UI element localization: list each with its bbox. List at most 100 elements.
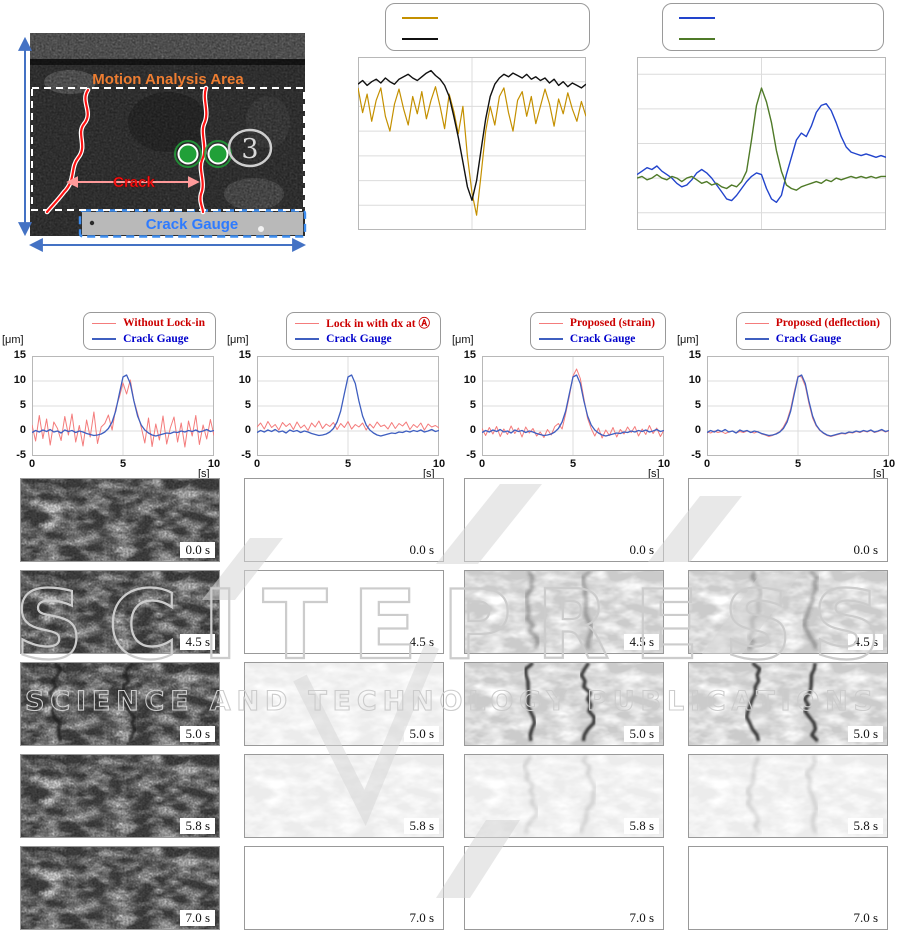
time-label: 0.0 s <box>624 542 659 558</box>
motion-analysis-area-outline <box>31 87 305 211</box>
legend-label: Crack Gauge <box>569 333 636 345</box>
time-label: 5.0 s <box>624 726 659 742</box>
x-axis-unit: [s] <box>198 468 210 480</box>
x-axis-unit: [s] <box>648 468 660 480</box>
time-label: 7.0 s <box>404 910 439 926</box>
time-label: 0.0 s <box>848 542 883 558</box>
x-axis-ticks: 0 5 10 <box>29 458 220 472</box>
y-tick-label: 15 <box>688 349 701 361</box>
y-tick-label: 5 <box>19 399 26 411</box>
legend-line-swatch <box>295 338 320 340</box>
legend-line-swatch <box>744 338 769 340</box>
time-label: 5.0 s <box>404 726 439 742</box>
x-axis-unit: [s] <box>423 468 435 480</box>
crack-gauge-label: Crack Gauge <box>146 216 239 233</box>
time-label: 0.0 s <box>404 542 439 558</box>
time-label: 7.0 s <box>848 910 883 926</box>
chart-legend: Proposed (deflection) Crack Gauge <box>735 312 891 350</box>
panel-proposed-strain: Proposed (strain) Crack Gauge [μm] 15 10 5… <box>452 312 674 480</box>
result-image-cell: 0.0 s <box>20 478 220 562</box>
x-tick-label: 0 <box>703 458 711 470</box>
chart-proposed-strain <box>481 355 665 457</box>
result-image-cell: 7.0 s <box>464 846 664 930</box>
result-image-cell: 5.0 s <box>464 662 664 746</box>
result-image-cell: 7.0 s <box>20 846 220 930</box>
time-label: 5.8 s <box>180 818 215 834</box>
result-image-cell: 4.5 s <box>20 570 220 654</box>
x-axis-ticks: 0 5 10 <box>254 458 445 472</box>
result-image-cell: 5.0 s <box>20 662 220 746</box>
y-axis-unit: [μm] <box>2 334 24 346</box>
legend-line-swatch <box>538 338 563 340</box>
y-tick-label: 10 <box>463 374 476 386</box>
motion-analysis-area-label: Motion Analysis Area <box>92 71 244 88</box>
chalk-mark: 3 <box>227 128 273 168</box>
x-tick-label: 10 <box>657 458 671 470</box>
y-axis-ticks: 15 10 5 0 -5 <box>677 349 703 461</box>
legend-line-swatch <box>679 37 715 40</box>
time-label: 5.8 s <box>848 818 883 834</box>
y-axis-ticks: 15 10 5 0 -5 <box>227 349 253 461</box>
time-label: 7.0 s <box>624 910 659 926</box>
chart-canvas <box>31 355 215 457</box>
legend-displacement-comparison <box>662 3 884 51</box>
result-image-cell: 0.0 s <box>464 478 664 562</box>
panel-proposed-deflection: Proposed (deflection) Crack Gauge [μm] 1… <box>677 312 899 480</box>
result-image-cell: 5.0 s <box>244 662 444 746</box>
chart-canvas <box>256 355 440 457</box>
result-image-cell: 4.5 s <box>464 570 664 654</box>
result-image-grid: 0.0 s 4.5 s 5.0 s 5.8 s 7.0 s 0.0 s 4.5 s 5.0 s… <box>0 478 901 936</box>
time-label: 4.5 s <box>624 634 659 650</box>
crack-trace-left <box>44 87 91 215</box>
panel-without-lockin: Without Lock-in Crack Gauge [μm] 15 10 5 0-… <box>2 312 224 480</box>
y-tick-label: 5 <box>469 399 476 411</box>
result-image-cell: 7.0 s <box>688 846 888 930</box>
chart-legend: Without Lock-in Crack Gauge <box>83 312 216 350</box>
legend-label: Proposed (deflection) <box>775 317 880 329</box>
legend-line-swatch <box>538 322 563 324</box>
time-label: 5.0 s <box>180 726 215 742</box>
chart-noise-comparison <box>357 57 587 230</box>
y-tick-label: 10 <box>688 374 701 386</box>
chart-legend: Proposed (strain) Crack Gauge <box>529 312 666 350</box>
chart-without-lockin <box>31 355 215 457</box>
time-label: 4.5 s <box>180 634 215 650</box>
y-tick-label: -5 <box>691 449 701 461</box>
result-image-cell: 4.5 s <box>688 570 888 654</box>
result-image-cell: 5.8 s <box>464 754 664 838</box>
tracking-marker-icons <box>174 140 232 168</box>
y-tick-label: 0 <box>694 424 701 436</box>
x-tick-label: 10 <box>207 458 221 470</box>
result-image <box>21 479 219 561</box>
y-tick-label: 15 <box>238 349 251 361</box>
x-tick-label: 0 <box>478 458 486 470</box>
legend-label: Crack Gauge <box>326 333 392 345</box>
x-tick-label: 5 <box>119 458 127 470</box>
result-image <box>465 571 663 653</box>
legend-label: Lock in with dx at Ⓐ <box>326 318 430 330</box>
chart-displacement-comparison <box>636 57 887 230</box>
y-axis-unit: [μm] <box>227 334 249 346</box>
concrete-photo <box>30 33 305 236</box>
x-axis-ticks: 0 5 10 <box>703 458 895 472</box>
result-image-cell: 5.8 s <box>20 754 220 838</box>
chart-canvas <box>636 57 887 230</box>
x-axis-unit: [s] <box>873 468 885 480</box>
y-tick-label: 15 <box>463 349 476 361</box>
legend-line-swatch <box>402 37 438 40</box>
y-tick-label: -5 <box>241 449 251 461</box>
y-tick-label: 5 <box>244 399 251 411</box>
specimen-photo-canvas: 3 Motion Analysis Area Crack Crack Gauge <box>18 33 307 252</box>
time-label: 5.8 s <box>624 818 659 834</box>
chart-canvas <box>481 355 665 457</box>
legend-line-swatch <box>402 16 438 19</box>
result-image-cell: 7.0 s <box>244 846 444 930</box>
chart-lockin-dx <box>256 355 440 457</box>
y-tick-label: 0 <box>244 424 251 436</box>
result-image <box>21 663 219 745</box>
specimen-photo: 3 Motion Analysis Area Crack Crack Gauge <box>18 2 318 258</box>
y-axis-ticks: 15 10 5 0 -5 <box>2 349 28 461</box>
y-tick-label: 15 <box>13 349 26 361</box>
chalk-mark-text: 3 <box>241 134 258 165</box>
result-image-cell: 4.5 s <box>244 570 444 654</box>
